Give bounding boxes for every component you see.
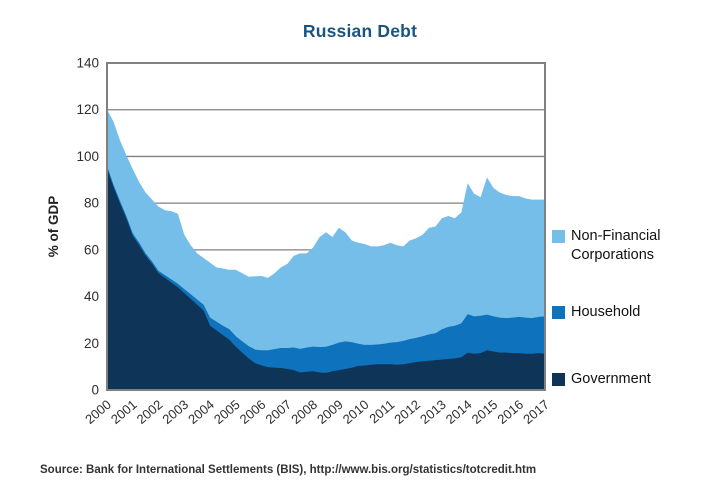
plot-frame (106, 62, 546, 391)
x-tick-label: 2013 (417, 397, 449, 427)
x-tick-label: 2004 (185, 397, 217, 427)
y-tick-label: 100 (76, 149, 99, 164)
x-tick-label: 2015 (469, 397, 501, 427)
source-note: Source: Bank for International Settlemen… (40, 464, 537, 476)
y-tick-labels: 0 20 40 60 80 100 120 140 (76, 56, 99, 398)
x-tick-label: 2011 (366, 397, 397, 426)
legend-item-household: Household (552, 303, 640, 322)
legend-label-nonfinancial: Non-Financial Corporations (571, 228, 661, 263)
legend-item-government: Government (552, 370, 651, 389)
x-tick-label: 2005 (211, 397, 243, 427)
x-tick-label: 2008 (288, 397, 320, 427)
x-tick-label: 2006 (237, 397, 269, 427)
x-tick-label: 2014 (443, 397, 475, 427)
y-tick-label: 60 (84, 242, 99, 257)
y-tick-label: 20 (84, 336, 99, 351)
legend-item-nonfinancial: Non-Financial Corporations (552, 227, 689, 265)
legend-label-government: Government (571, 371, 651, 387)
area-nonfinancial (107, 109, 545, 390)
x-tick-label: 2002 (134, 397, 166, 427)
y-tick-label: 40 (84, 289, 99, 304)
x-tick-label: 2010 (340, 397, 372, 427)
legend-swatch-nonfinancial-icon (552, 230, 565, 243)
legend-label-household: Household (571, 304, 641, 320)
y-tick-label: 80 (84, 196, 99, 211)
chart-title: Russian Debt (302, 21, 418, 41)
x-tick-label: 2017 (520, 397, 552, 427)
y-axis-title: % of GDP (46, 196, 61, 258)
x-tick-label: 2009 (314, 397, 346, 427)
x-tick-labels: 2000200120022003200420052006200720082009… (82, 397, 552, 427)
area-government (107, 168, 545, 390)
x-tick-label: 2007 (262, 397, 294, 427)
y-tick-label: 120 (76, 102, 99, 117)
x-tick-label: 2016 (494, 397, 526, 427)
legend-swatch-government-icon (552, 373, 565, 386)
x-tick-label: 2012 (391, 397, 423, 427)
x-tick-label: 2000 (82, 397, 114, 427)
x-tick-label: 2001 (108, 397, 140, 427)
y-tick-label: 140 (76, 56, 99, 71)
y-tick-label: 0 (91, 383, 99, 398)
legend-swatch-household-icon (552, 306, 565, 319)
x-tick-label: 2003 (159, 397, 191, 427)
